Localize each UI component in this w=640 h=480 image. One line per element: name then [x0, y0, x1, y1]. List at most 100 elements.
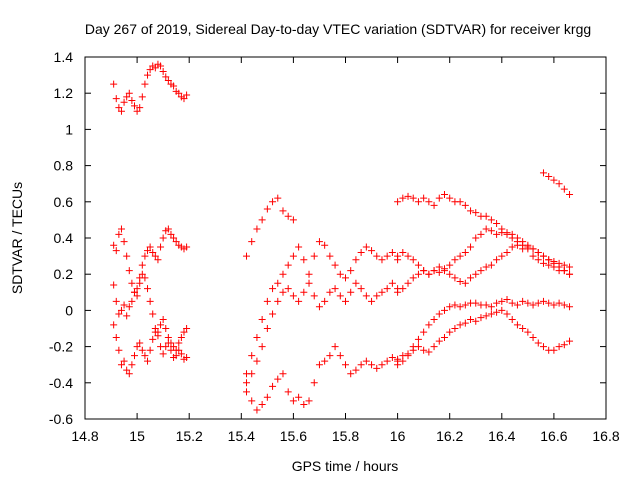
data-point [110, 241, 118, 249]
data-point [144, 71, 152, 79]
data-point [503, 248, 511, 256]
data-point [394, 288, 402, 296]
data-point [529, 301, 537, 309]
data-point [472, 317, 480, 325]
data-point [383, 285, 391, 293]
data-point [566, 337, 574, 345]
data-point [117, 225, 125, 233]
data-point [508, 315, 516, 323]
data-point [258, 315, 266, 323]
data-point [409, 256, 417, 264]
data-point [177, 350, 185, 358]
data-point [399, 285, 407, 293]
data-point [487, 310, 495, 318]
data-point [326, 352, 334, 360]
data-point [117, 361, 125, 369]
data-point [305, 397, 313, 405]
data-point [170, 82, 178, 90]
data-point [414, 198, 422, 206]
data-point [482, 225, 490, 233]
data-point [446, 303, 454, 311]
data-point [336, 292, 344, 300]
x-tick-label: 16.6 [540, 428, 567, 444]
chart-title: Day 267 of 2019, Sidereal Day-to-day VTE… [85, 21, 591, 37]
data-point [162, 325, 170, 332]
data-point [141, 274, 149, 282]
data-point [487, 261, 495, 269]
data-point [456, 277, 464, 285]
data-point [414, 335, 422, 343]
data-point [482, 312, 490, 320]
data-point [115, 310, 123, 318]
data-point [539, 297, 547, 305]
data-point [404, 279, 412, 287]
data-point [435, 194, 443, 202]
data-point [493, 308, 501, 316]
data-point [133, 285, 141, 293]
y-tick-label: 1.2 [54, 85, 74, 101]
data-point [368, 297, 376, 305]
data-point [461, 319, 469, 327]
data-point [373, 252, 381, 260]
data-point [258, 343, 266, 351]
data-point [560, 341, 568, 349]
data-point [157, 62, 165, 70]
x-tick-label: 15.4 [228, 428, 255, 444]
data-point [394, 198, 402, 206]
data-point [513, 301, 521, 309]
data-point [279, 270, 287, 278]
data-point [550, 301, 558, 309]
data-point [347, 288, 355, 296]
data-point [162, 73, 170, 81]
data-point [159, 67, 167, 75]
data-point [482, 212, 490, 220]
data-point [357, 248, 365, 256]
data-point [487, 227, 495, 235]
data-point [451, 274, 459, 282]
data-point [130, 102, 138, 110]
data-point [498, 306, 506, 314]
data-point [430, 343, 438, 351]
data-point [399, 194, 407, 202]
data-point [138, 93, 146, 101]
data-point [461, 279, 469, 287]
data-point [524, 243, 532, 251]
data-point [170, 343, 178, 351]
data-point [243, 388, 251, 396]
data-point [383, 252, 391, 260]
data-point [154, 332, 162, 340]
data-point [315, 238, 323, 246]
data-point [136, 104, 144, 112]
data-point [420, 194, 428, 202]
data-point [125, 267, 133, 275]
data-point [420, 346, 428, 354]
data-point [172, 238, 180, 246]
data-point [305, 279, 313, 287]
x-tick-label: 16.8 [592, 428, 619, 444]
data-point [503, 310, 511, 318]
data-point [289, 292, 297, 300]
data-point [347, 267, 355, 275]
data-point [279, 370, 287, 378]
data-point [508, 234, 516, 242]
data-point [269, 198, 277, 206]
data-point [263, 205, 271, 213]
x-tick-label: 15 [129, 428, 145, 444]
data-point [274, 375, 282, 383]
data-point [263, 393, 271, 401]
data-point [336, 270, 344, 278]
data-point [446, 270, 454, 278]
data-point [368, 247, 376, 255]
data-point [274, 279, 282, 287]
data-point [125, 303, 133, 311]
data-point [498, 297, 506, 305]
data-point [253, 406, 261, 414]
data-point [529, 245, 537, 253]
data-point [258, 401, 266, 409]
data-point [451, 301, 459, 309]
data-point [138, 270, 146, 278]
x-tick-label: 15.8 [332, 428, 359, 444]
data-point [144, 285, 152, 293]
data-point [170, 234, 178, 242]
data-point [461, 248, 469, 256]
